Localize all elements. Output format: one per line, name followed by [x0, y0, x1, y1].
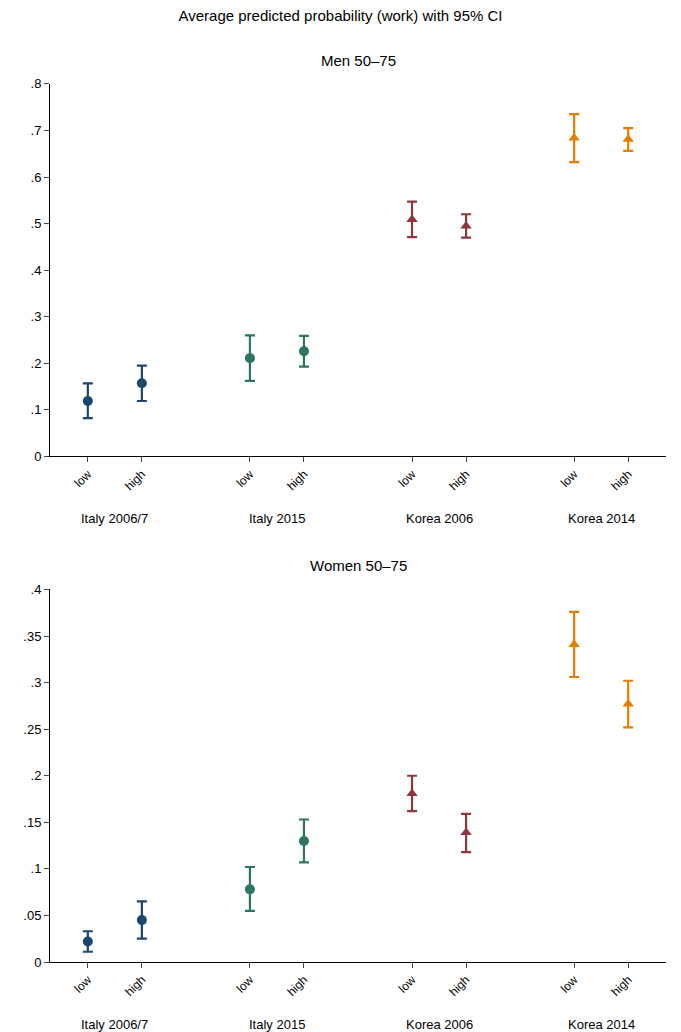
svg-text:Italy 2015: Italy 2015 — [249, 511, 305, 526]
svg-text:.15: .15 — [23, 815, 41, 830]
svg-text:.8: .8 — [31, 76, 42, 91]
svg-text:0: 0 — [34, 955, 41, 970]
svg-text:Korea 2014: Korea 2014 — [568, 1017, 635, 1032]
svg-text:Italy 2015: Italy 2015 — [249, 1017, 305, 1032]
svg-text:low: low — [234, 467, 257, 490]
svg-text:Men 50–75: Men 50–75 — [321, 52, 396, 69]
svg-text:low: low — [558, 467, 581, 490]
svg-text:low: low — [558, 973, 581, 996]
svg-text:Average predicted probability: Average predicted probability (work) wit… — [178, 7, 502, 24]
svg-text:.1: .1 — [31, 402, 42, 417]
svg-text:low: low — [234, 973, 257, 996]
svg-text:.7: .7 — [31, 123, 42, 138]
svg-text:.35: .35 — [23, 629, 41, 644]
svg-text:Korea 2006: Korea 2006 — [406, 1017, 473, 1032]
svg-text:.1: .1 — [31, 861, 42, 876]
svg-text:low: low — [396, 467, 419, 490]
svg-text:.2: .2 — [31, 356, 42, 371]
svg-text:.6: .6 — [31, 170, 42, 185]
svg-text:high: high — [122, 973, 148, 999]
svg-text:high: high — [284, 467, 310, 493]
svg-text:Korea 2014: Korea 2014 — [568, 511, 635, 526]
svg-text:.3: .3 — [31, 675, 42, 690]
svg-text:.4: .4 — [31, 263, 42, 278]
svg-text:Italy 2006/7: Italy 2006/7 — [81, 1017, 148, 1032]
svg-text:.25: .25 — [23, 722, 41, 737]
svg-text:0: 0 — [34, 449, 41, 464]
svg-text:Korea 2006: Korea 2006 — [406, 511, 473, 526]
svg-text:high: high — [609, 973, 635, 999]
svg-text:Italy 2006/7: Italy 2006/7 — [81, 511, 148, 526]
svg-text:.2: .2 — [31, 768, 42, 783]
svg-text:high: high — [609, 467, 635, 493]
svg-text:.5: .5 — [31, 216, 42, 231]
svg-text:high: high — [446, 973, 472, 999]
svg-text:low: low — [72, 973, 95, 996]
svg-text:.05: .05 — [23, 908, 41, 923]
svg-text:low: low — [72, 467, 95, 490]
svg-text:.3: .3 — [31, 309, 42, 324]
svg-text:.4: .4 — [31, 582, 42, 597]
svg-text:Women 50–75: Women 50–75 — [310, 557, 407, 574]
svg-text:high: high — [284, 973, 310, 999]
svg-text:low: low — [396, 973, 419, 996]
svg-text:high: high — [122, 467, 148, 493]
svg-text:high: high — [446, 467, 472, 493]
